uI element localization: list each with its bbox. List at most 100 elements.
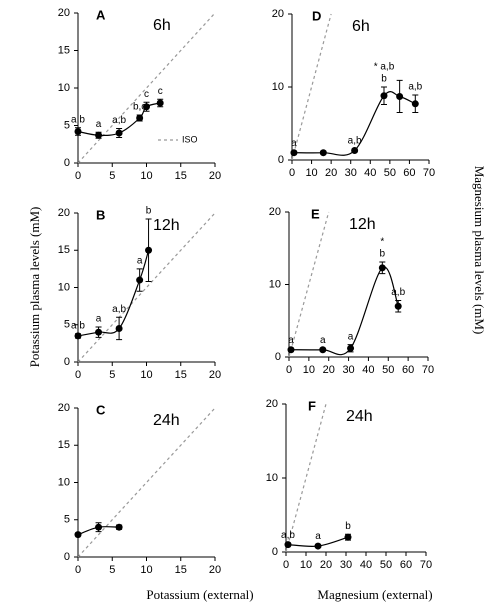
x-tick-label: 60 bbox=[403, 167, 415, 179]
identity-line bbox=[77, 212, 216, 363]
x-tick-label: 15 bbox=[175, 369, 187, 381]
x-tick-label: 70 bbox=[423, 167, 435, 179]
identity-line bbox=[77, 12, 216, 164]
panel-title: 6h bbox=[352, 18, 370, 35]
marker bbox=[115, 324, 123, 332]
significance-label: a bbox=[288, 335, 294, 346]
panel-letter: B bbox=[96, 207, 105, 222]
y-tick-label: 10 bbox=[58, 476, 70, 488]
panel-title: 24h bbox=[153, 412, 180, 429]
y-tick-label: 20 bbox=[269, 206, 281, 218]
significance-label: a,b bbox=[71, 114, 85, 125]
y-tick-label: 10 bbox=[58, 281, 70, 293]
x-tick-label: 10 bbox=[140, 564, 152, 576]
significance-label: a,b bbox=[281, 530, 295, 541]
x-tick-label: 40 bbox=[360, 559, 372, 571]
y-tick-label: 15 bbox=[58, 44, 70, 56]
significance-label: a bbox=[96, 314, 102, 325]
y-tick-label: 5 bbox=[64, 319, 70, 331]
x-tick-label: 20 bbox=[320, 559, 332, 571]
y-tick-label: 0 bbox=[64, 551, 70, 563]
identity-line bbox=[291, 13, 332, 161]
marker bbox=[319, 346, 327, 354]
marker bbox=[347, 344, 355, 352]
significance-label: a,b bbox=[348, 136, 362, 147]
marker bbox=[145, 246, 153, 254]
marker bbox=[115, 129, 123, 137]
y-tick-label: 5 bbox=[64, 514, 70, 526]
significance-label: a,b bbox=[391, 287, 405, 298]
panel-letter: A bbox=[96, 7, 106, 22]
x-tick-label: 40 bbox=[364, 167, 376, 179]
x-tick-label: 10 bbox=[140, 369, 152, 381]
significance-label: a bbox=[315, 531, 321, 542]
x-tick-label: 50 bbox=[382, 364, 394, 376]
significance-label: a bbox=[348, 331, 354, 342]
panel-letter: D bbox=[312, 8, 321, 23]
marker bbox=[143, 103, 150, 111]
significance-label: a,b bbox=[408, 82, 422, 93]
x-tick-label: 40 bbox=[362, 364, 374, 376]
significance-label: a,b bbox=[71, 320, 85, 331]
identity-line bbox=[285, 403, 327, 553]
significance-label: b bbox=[380, 249, 386, 260]
x-tick-label: 15 bbox=[175, 564, 187, 576]
identity-line bbox=[288, 211, 330, 358]
significance-label: b bbox=[146, 206, 152, 217]
x-tick-label: 20 bbox=[325, 167, 337, 179]
marker bbox=[380, 92, 388, 100]
y-tick-label: 10 bbox=[266, 472, 278, 484]
significance-label: a,b bbox=[112, 115, 126, 126]
panel-letter: C bbox=[96, 402, 106, 417]
significance-label: b bbox=[345, 521, 351, 532]
y-tick-label: 0 bbox=[64, 356, 70, 368]
marker bbox=[115, 523, 123, 531]
panel-letter: F bbox=[308, 398, 316, 413]
x-tick-label: 70 bbox=[422, 364, 434, 376]
y-tick-label: 20 bbox=[266, 398, 278, 410]
y-tick-label: 15 bbox=[58, 439, 70, 451]
marker bbox=[95, 523, 103, 531]
x-tick-label: 0 bbox=[75, 564, 81, 576]
x-tick-label: 0 bbox=[289, 167, 295, 179]
panel-letter: E bbox=[311, 206, 320, 221]
significance-label: a bbox=[96, 119, 102, 130]
y-tick-label: 15 bbox=[58, 244, 70, 256]
x-axis-label: Potassium (external) bbox=[146, 587, 253, 602]
y-tick-label: 20 bbox=[58, 402, 70, 414]
y-tick-label: 0 bbox=[278, 154, 284, 166]
significance-label: b,c bbox=[133, 102, 146, 113]
y-tick-label: 10 bbox=[272, 81, 284, 93]
significance-label: * a,b bbox=[374, 62, 395, 73]
x-tick-label: 5 bbox=[109, 369, 115, 381]
x-tick-label: 0 bbox=[75, 369, 81, 381]
x-tick-label: 50 bbox=[380, 559, 392, 571]
x-tick-label: 5 bbox=[109, 564, 115, 576]
y-tick-label: 20 bbox=[58, 7, 70, 19]
marker bbox=[74, 332, 82, 340]
panel-title: 24h bbox=[346, 408, 373, 425]
marker bbox=[344, 533, 352, 541]
x-tick-label: 10 bbox=[300, 559, 312, 571]
x-tick-label: 30 bbox=[345, 167, 357, 179]
marker bbox=[411, 100, 419, 108]
significance-label: * bbox=[380, 237, 384, 248]
marker bbox=[136, 114, 144, 122]
x-tick-label: 50 bbox=[384, 167, 396, 179]
marker bbox=[319, 149, 327, 157]
marker bbox=[290, 149, 298, 157]
y-axis-label: Magnesium plasma levels (mM) bbox=[472, 166, 487, 335]
marker bbox=[74, 128, 82, 135]
y-tick-label: 0 bbox=[275, 351, 281, 363]
panel-title: 6h bbox=[153, 17, 171, 34]
y-axis-label: Potassium plasma levels (mM) bbox=[27, 207, 42, 368]
x-tick-label: 10 bbox=[140, 170, 152, 182]
marker bbox=[284, 541, 292, 549]
x-axis-label: Magnesium (external) bbox=[317, 587, 432, 602]
marker bbox=[287, 346, 295, 354]
identity-line bbox=[77, 407, 216, 558]
marker bbox=[95, 328, 103, 336]
y-tick-label: 10 bbox=[58, 82, 70, 94]
x-tick-label: 20 bbox=[209, 369, 221, 381]
